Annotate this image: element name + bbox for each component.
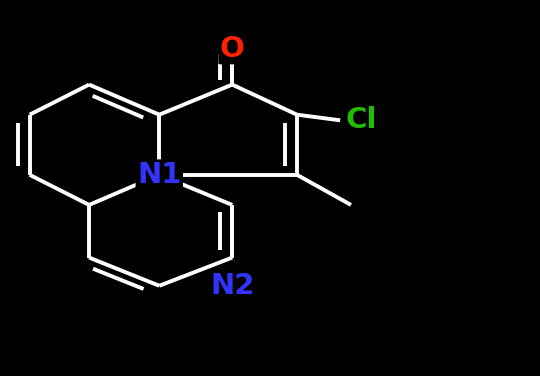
Text: Cl: Cl <box>346 106 377 134</box>
Text: O: O <box>220 35 245 63</box>
Text: N1: N1 <box>137 161 181 189</box>
Text: N2: N2 <box>210 272 254 300</box>
